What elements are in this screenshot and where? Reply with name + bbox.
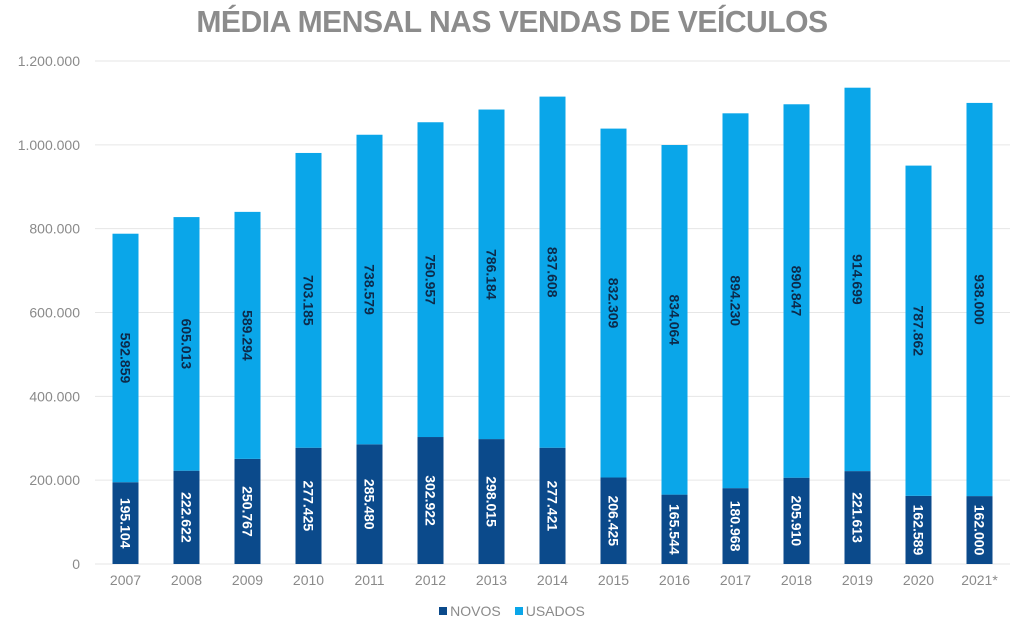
data-label-novos: 165.544 <box>667 504 683 555</box>
y-tick-label: 400.000 <box>29 388 80 404</box>
x-tick-label: 2007 <box>110 572 141 588</box>
x-tick-label: 2011 <box>354 572 384 588</box>
y-tick-label: 1.000.000 <box>18 137 80 153</box>
bar-novos-2015 <box>600 477 627 564</box>
y-tick-label: 200.000 <box>29 472 80 488</box>
x-tick-label: 2017 <box>720 572 751 588</box>
y-axis-ticks: 0 200.000 400.000 600.000 800.000 1.000.000 1.… <box>18 53 81 572</box>
data-label-usados: 834.064 <box>667 294 683 345</box>
x-tick-label: 2012 <box>415 572 446 588</box>
bar-novos-2007 <box>112 482 139 564</box>
legend-item-usados: USADOS <box>514 603 585 619</box>
data-label-usados: 832.309 <box>606 278 622 329</box>
bar-novos-2019 <box>844 471 871 564</box>
bar-novos-2016 <box>661 494 688 564</box>
data-label-novos: 206.425 <box>606 495 622 546</box>
x-tick-label: 2008 <box>171 572 202 588</box>
data-label-usados: 750.957 <box>423 254 439 305</box>
data-label-novos: 162.000 <box>972 505 988 556</box>
data-labels: 195.104 592.859 222.622 605.013 250.767 589.2… <box>118 247 988 556</box>
data-label-novos: 298.015 <box>484 476 500 527</box>
data-label-usados: 890.847 <box>789 266 805 317</box>
bar-usados-2008 <box>173 217 200 471</box>
data-label-usados: 787.862 <box>911 305 927 356</box>
data-label-usados: 605.013 <box>179 319 195 370</box>
data-label-novos: 195.104 <box>118 498 134 549</box>
data-label-usados: 914.699 <box>850 254 866 305</box>
bar-usados-2017 <box>722 113 749 489</box>
bar-novos-2018 <box>783 477 810 564</box>
data-label-usados: 589.294 <box>240 310 256 361</box>
bar-usados-2011 <box>356 134 383 445</box>
legend-swatch-novos <box>439 607 448 615</box>
bars <box>112 87 993 564</box>
data-label-usados: 738.579 <box>362 264 378 315</box>
x-tick-label: 2021* <box>961 572 998 588</box>
bar-novos-2020 <box>905 495 932 564</box>
bar-usados-2020 <box>905 165 932 496</box>
legend: NOVOS USADOS <box>0 603 1024 619</box>
legend-label-novos: NOVOS <box>450 603 501 619</box>
bar-novos-2009 <box>234 458 261 564</box>
x-tick-label: 2009 <box>232 572 263 588</box>
data-label-novos: 162.589 <box>911 505 927 556</box>
bar-novos-2021 <box>966 496 993 564</box>
data-label-usados: 786.184 <box>484 249 500 300</box>
bar-usados-2007 <box>112 233 139 483</box>
legend-label-usados: USADOS <box>525 603 585 619</box>
bar-novos-2014 <box>539 447 566 564</box>
y-tick-label: 600.000 <box>29 305 80 321</box>
bar-usados-2010 <box>295 152 322 448</box>
bar-novos-2011 <box>356 444 383 564</box>
data-label-usados: 703.185 <box>301 275 317 326</box>
bar-usados-2016 <box>661 144 688 495</box>
chart-title: MÉDIA MENSAL NAS VENDAS DE VEÍCULOS <box>196 4 828 39</box>
data-label-novos: 222.622 <box>179 492 195 543</box>
bar-usados-2014 <box>539 96 566 448</box>
bar-novos-2010 <box>295 447 322 564</box>
legend-item-novos: NOVOS <box>439 603 501 619</box>
data-label-novos: 250.767 <box>240 486 256 537</box>
x-tick-label: 2018 <box>781 572 812 588</box>
x-tick-label: 2013 <box>476 572 507 588</box>
x-tick-label: 2010 <box>293 572 324 588</box>
bar-usados-2019 <box>844 87 871 472</box>
data-label-usados: 837.608 <box>545 247 561 298</box>
x-tick-label: 2020 <box>903 572 934 588</box>
data-label-novos: 221.613 <box>850 492 866 543</box>
bar-novos-2008 <box>173 470 200 564</box>
bar-usados-2013 <box>478 109 505 440</box>
legend-swatch-usados <box>514 607 523 615</box>
x-tick-label: 2014 <box>537 572 568 588</box>
x-axis-ticks: 2007 2008 2009 2010 2011 2012 2013 2014 2015 2016… <box>110 572 998 588</box>
data-label-novos: 285.480 <box>362 479 378 530</box>
data-label-usados: 938.000 <box>972 274 988 325</box>
x-tick-label: 2019 <box>842 572 873 588</box>
bar-usados-2015 <box>600 128 627 478</box>
data-label-novos: 205.910 <box>789 496 805 547</box>
data-label-usados: 592.859 <box>118 333 134 384</box>
bar-novos-2017 <box>722 488 749 564</box>
x-tick-label: 2015 <box>598 572 629 588</box>
bar-novos-2012 <box>417 437 444 564</box>
data-label-novos: 180.968 <box>728 501 744 552</box>
data-label-usados: 894.230 <box>728 275 744 326</box>
bar-usados-2021 <box>966 102 993 497</box>
y-tick-label: 0 <box>72 556 80 572</box>
y-tick-label: 1.200.000 <box>18 53 80 69</box>
y-tick-label: 800.000 <box>29 221 80 237</box>
bar-novos-2013 <box>478 439 505 564</box>
data-label-novos: 277.425 <box>301 481 317 532</box>
x-tick-label: 2016 <box>659 572 690 588</box>
data-label-novos: 302.922 <box>423 475 439 526</box>
bar-usados-2012 <box>417 122 444 438</box>
bar-usados-2009 <box>234 211 261 459</box>
data-label-novos: 277.421 <box>545 481 561 532</box>
bar-usados-2018 <box>783 104 810 478</box>
